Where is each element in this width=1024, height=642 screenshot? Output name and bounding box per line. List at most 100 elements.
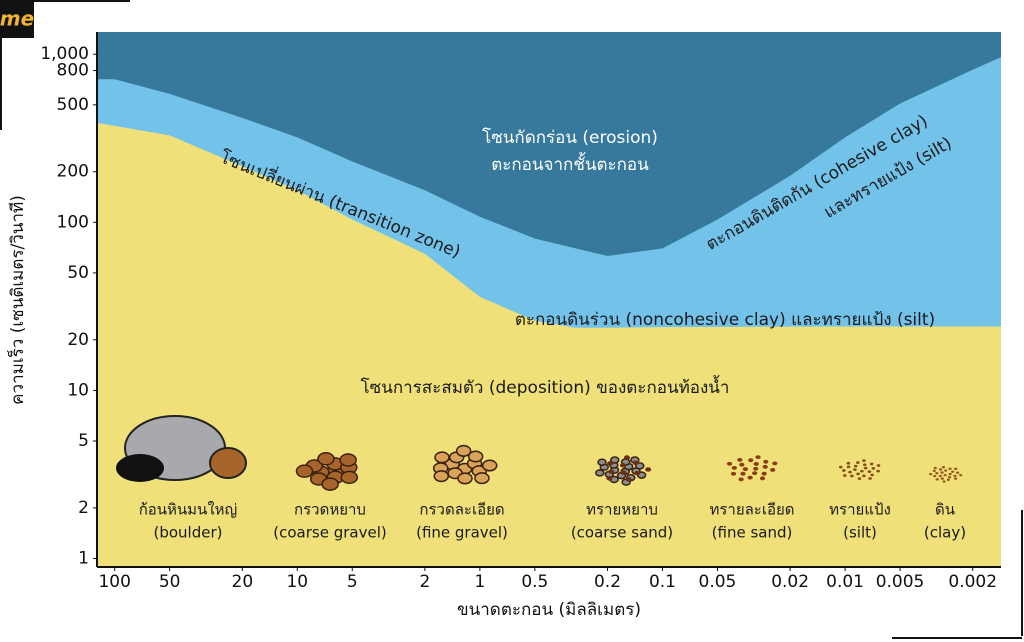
grain-icon bbox=[862, 459, 866, 462]
grain-icon bbox=[856, 461, 860, 464]
grain-icon bbox=[597, 458, 607, 467]
grain-icon bbox=[928, 472, 933, 476]
grain-icon bbox=[853, 468, 857, 471]
grain-icon bbox=[739, 462, 745, 467]
grain-icon bbox=[842, 469, 846, 472]
grain-icon bbox=[940, 477, 944, 480]
grain-icon bbox=[953, 477, 958, 480]
y-tick-label: 2 bbox=[78, 498, 89, 518]
grain-icon bbox=[846, 465, 851, 469]
grain-icon bbox=[607, 461, 614, 466]
sediment-name-en: (boulder) bbox=[154, 524, 223, 542]
grain-icon bbox=[481, 459, 498, 472]
grain-icon bbox=[933, 466, 937, 470]
x-tick-label: 0.005 bbox=[876, 572, 925, 592]
grain-icon bbox=[953, 474, 957, 478]
sediment-name-en: (clay) bbox=[924, 524, 966, 542]
grain-icon bbox=[940, 471, 944, 474]
grain-icon bbox=[742, 467, 748, 472]
x-axis-title: ขนาดตะกอน (มิลลิเมตร) bbox=[457, 600, 641, 620]
grain-icon bbox=[938, 474, 943, 478]
grain-icon bbox=[433, 470, 450, 483]
grain-icon bbox=[730, 471, 737, 476]
annotation: โซนกัดกร่อน (erosion) bbox=[482, 127, 658, 148]
x-tick-label: 0.01 bbox=[826, 572, 864, 592]
grain-icon bbox=[434, 451, 450, 464]
grain-icon bbox=[623, 455, 630, 460]
grain-icon bbox=[857, 477, 862, 480]
grain-icon bbox=[867, 470, 872, 473]
sediment-name: ก้อนหินมนใหญ่ bbox=[139, 501, 238, 519]
y-tick-label: 800 bbox=[57, 61, 89, 81]
grain-icon bbox=[932, 469, 936, 472]
grain-icon bbox=[947, 475, 952, 479]
y-axis-title: ความเร็ว (เซนติเมตร/วินาที) bbox=[6, 195, 28, 405]
grain-icon bbox=[944, 469, 948, 472]
grain-icon bbox=[948, 472, 952, 476]
grain-icon bbox=[737, 457, 743, 462]
grain-icon bbox=[595, 469, 605, 477]
y-tick-label: 200 bbox=[57, 162, 89, 182]
grain-icon bbox=[933, 474, 937, 478]
logo: me bbox=[0, 7, 34, 31]
sediment-icons bbox=[116, 415, 963, 491]
grain-icon bbox=[838, 465, 843, 469]
grain-icon bbox=[608, 469, 615, 474]
grain-icon bbox=[455, 444, 472, 457]
grain-icon bbox=[862, 463, 867, 467]
grain-icon bbox=[321, 477, 339, 491]
x-tick-label: 10 bbox=[286, 572, 308, 592]
grain-icon bbox=[948, 467, 952, 471]
y-tick-label: 10 bbox=[67, 380, 89, 400]
y-tick-label: 1 bbox=[78, 548, 89, 568]
grain-icon bbox=[340, 470, 359, 485]
grain-icon bbox=[620, 470, 627, 475]
x-tick-label: 2 bbox=[420, 572, 431, 592]
sediment-name: กรวดหยาบ bbox=[294, 501, 366, 519]
grain-icon bbox=[457, 472, 473, 485]
x-tick-label: 1 bbox=[474, 572, 485, 592]
sediment-name: ดิน bbox=[935, 501, 955, 519]
grain-icon bbox=[951, 470, 955, 473]
grain-icon bbox=[752, 471, 758, 476]
grain-icon bbox=[610, 456, 620, 464]
grain-icon bbox=[740, 471, 746, 476]
x-tick-label: 0.05 bbox=[699, 572, 737, 592]
grain-icon bbox=[846, 461, 851, 465]
grain-icon bbox=[860, 469, 864, 473]
grain-icon bbox=[619, 463, 626, 468]
grain-icon bbox=[935, 472, 939, 475]
grain-icon bbox=[759, 476, 766, 481]
grain-icon bbox=[634, 470, 641, 476]
grain-icon bbox=[606, 476, 613, 481]
grain-icon bbox=[753, 466, 759, 471]
y-tick-label: 50 bbox=[67, 263, 89, 283]
grain-icon bbox=[762, 464, 768, 469]
x-tick-label: 0.02 bbox=[771, 572, 809, 592]
sediment-name: กรวดละเอียด bbox=[419, 501, 504, 519]
grain-icon bbox=[942, 480, 946, 483]
annotation: ตะกอนดินร่วน (noncohesive clay) และทรายแ… bbox=[515, 310, 935, 330]
grain-icon bbox=[954, 467, 958, 471]
grain-icon bbox=[317, 452, 335, 466]
grain-icon bbox=[853, 464, 858, 468]
y-tick-label: 20 bbox=[67, 330, 89, 350]
grain-icon bbox=[770, 467, 776, 472]
grain-icon bbox=[862, 474, 866, 478]
grain-icon bbox=[474, 472, 490, 485]
x-tick-label: 5 bbox=[347, 572, 358, 592]
grain-icon bbox=[938, 468, 943, 471]
grain-icon bbox=[876, 469, 880, 473]
grain-icon bbox=[339, 453, 357, 467]
y-tick-label: 5 bbox=[78, 431, 89, 451]
annotation: ตะกอนจากชั้นตะกอน bbox=[491, 152, 649, 175]
sediment-name-en: (fine sand) bbox=[712, 524, 793, 542]
grain-icon bbox=[738, 477, 744, 482]
grain-icon bbox=[295, 464, 314, 478]
grain-icon bbox=[941, 466, 946, 469]
grain-icon bbox=[731, 465, 737, 470]
grain-icon bbox=[943, 473, 947, 477]
sediment-name-en: (coarse gravel) bbox=[273, 524, 386, 542]
x-tick-label: 0.1 bbox=[649, 572, 676, 592]
